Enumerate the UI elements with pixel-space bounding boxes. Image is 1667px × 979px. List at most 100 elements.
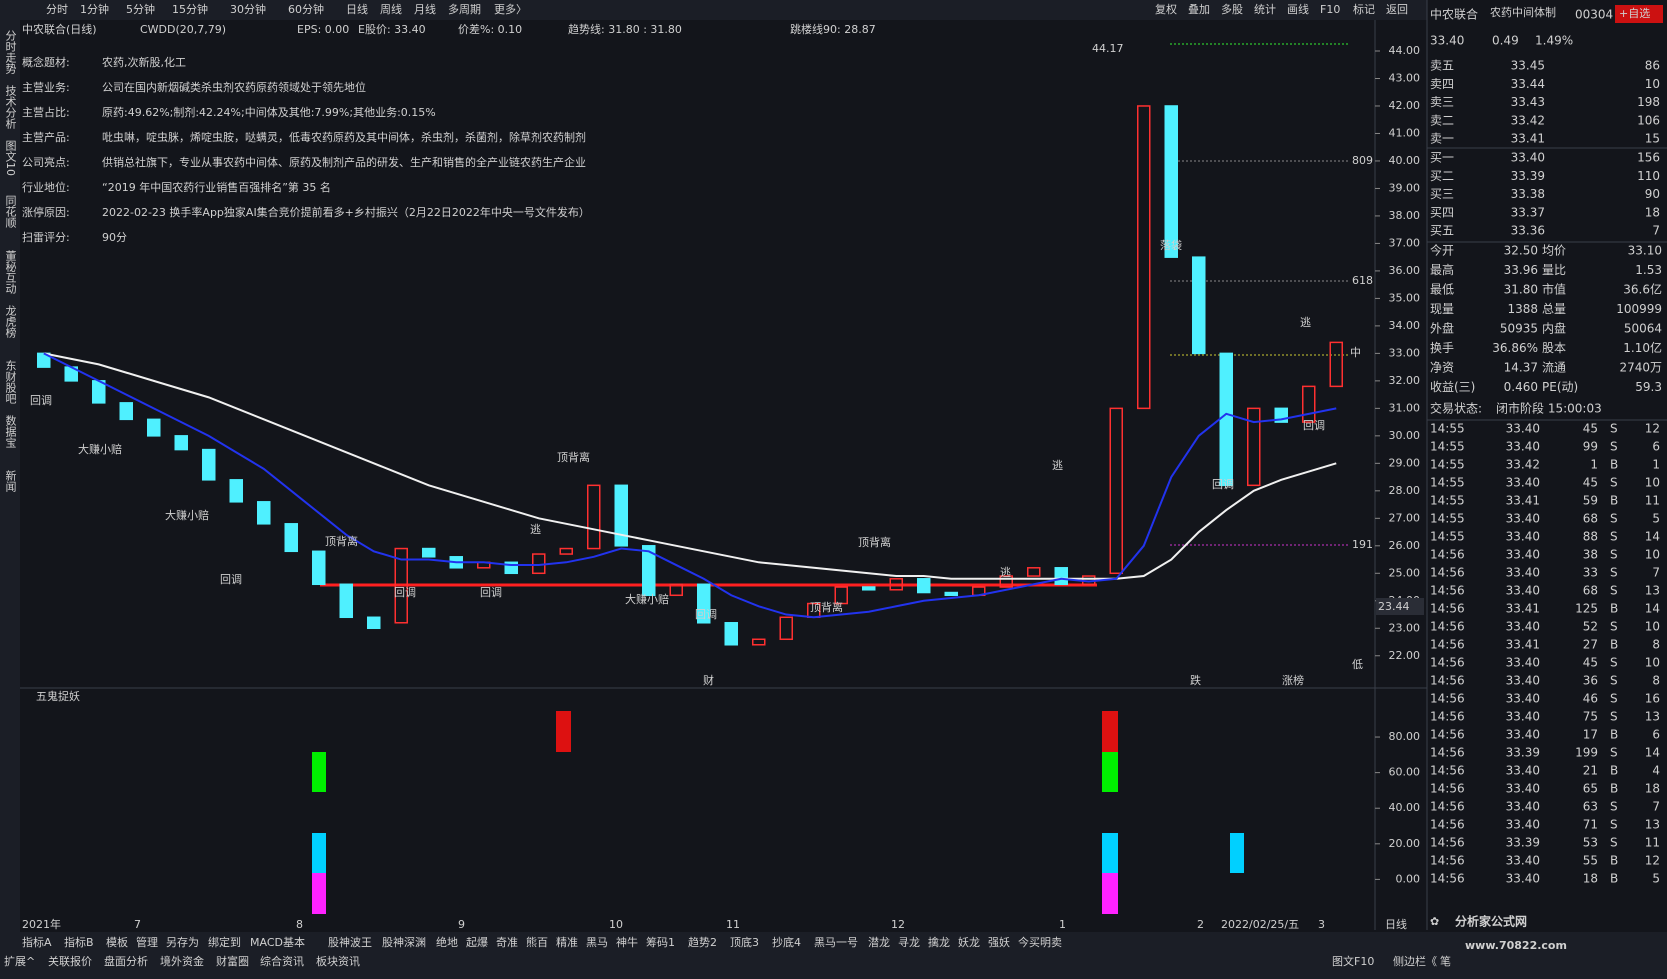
y-tick-label: 36.00 (1389, 264, 1421, 277)
bottom-tab[interactable]: 关联报价 (48, 954, 92, 968)
candle (1247, 407, 1261, 487)
candle (367, 616, 381, 630)
indicator-tab[interactable]: 黑马 (586, 936, 608, 949)
y-tick-label: 44.00 (1389, 44, 1421, 57)
period-button[interactable]: 分时 (46, 3, 68, 16)
period-button[interactable]: 周线 (380, 2, 402, 16)
indicator-tab[interactable]: 股神波王 (328, 935, 372, 949)
indicator-tab[interactable]: 趋势2 (688, 936, 717, 949)
indicator-tab[interactable]: 神牛 (616, 935, 638, 949)
indicator-tab[interactable]: 模板 (106, 935, 128, 949)
stat-value: 1.53 (1635, 263, 1662, 277)
y-tick-label: 28.00 (1389, 484, 1421, 497)
tick-count: 4 (1652, 764, 1660, 778)
indicator-tab[interactable]: 绑定到 (208, 935, 241, 949)
indicator-tab[interactable]: 熊百 (526, 935, 548, 949)
indicator-tab[interactable]: 今买明卖 (1018, 935, 1062, 949)
stat-value: 36.86% (1492, 341, 1538, 355)
y-tick-label: 80.00 (1389, 730, 1421, 743)
indicator-tab[interactable]: MACD基本 (250, 935, 305, 949)
bottom-tab[interactable]: 盘面分析 (104, 954, 148, 968)
indicator-tab[interactable]: 另存为 (166, 935, 199, 949)
tick-volume: 59 (1583, 494, 1598, 508)
signal-label: 回调 (220, 573, 242, 586)
indicator-tab[interactable]: 奇准 (496, 936, 518, 949)
chart-header: EPS: 0.00 (297, 23, 349, 36)
indicator-tab[interactable]: 黑马一号 (814, 936, 858, 949)
signal-label: 大赚小赔 (165, 508, 209, 522)
period-button[interactable]: 15分钟 (172, 2, 208, 16)
sidebar-tab[interactable]: 东财股吧 (4, 360, 17, 404)
tick-time: 14:56 (1430, 692, 1465, 706)
indicator-tab[interactable]: 筹码1 (646, 935, 675, 949)
tick-volume: 125 (1575, 602, 1598, 616)
indicator-tab[interactable]: 妖龙 (958, 935, 980, 949)
period-button[interactable]: 30分钟 (230, 2, 266, 16)
sidebar-tab[interactable]: 数据宝 (4, 415, 17, 448)
y-tick-label: 22.00 (1389, 649, 1421, 662)
period-button[interactable]: 60分钟 (288, 2, 324, 16)
x-tick-label: 12 (891, 918, 905, 931)
bottom-tab[interactable]: 财富圈 (216, 954, 249, 968)
bottom-tab[interactable]: 板块资讯 (316, 954, 360, 968)
indicator-tab[interactable]: 起爆 (466, 935, 488, 949)
cursor-box (1376, 598, 1424, 615)
x-tick-label: 9 (458, 918, 465, 931)
sidebar-tab[interactable]: 同花顺 (4, 195, 17, 229)
indicator-tab[interactable]: 绝地 (436, 935, 458, 949)
y-tick-label: 40.00 (1389, 154, 1421, 167)
period-button[interactable]: 1分钟 (80, 2, 109, 16)
sidebar-tab[interactable]: 龙虎榜 (4, 305, 17, 339)
sidebar-tab[interactable]: 董秘互动 (4, 250, 17, 294)
indicator-tab[interactable]: 潜龙 (868, 935, 890, 949)
bottom-tab[interactable]: 扩展^ (4, 954, 35, 968)
sidebar-tab[interactable]: 技术分析 (4, 85, 17, 130)
bottom-right-tab[interactable]: 笔 (1440, 954, 1451, 968)
bottom-tab[interactable]: 综合资讯 (260, 954, 304, 968)
sidebar-tab[interactable]: 新闻 (4, 469, 17, 493)
tool-button[interactable]: F10 (1320, 3, 1340, 16)
bottom-right-tab[interactable]: 图文F10 (1332, 954, 1374, 968)
x-tick-label: 11 (726, 918, 740, 931)
indicator-tab[interactable]: 股神深渊 (382, 935, 426, 949)
tick-count: 6 (1652, 440, 1660, 454)
tick-side: B (1610, 854, 1618, 868)
indicator-tab[interactable]: 寻龙 (898, 936, 920, 949)
period-button[interactable]: 更多〉 (494, 2, 527, 16)
period-button[interactable]: 多周期 (448, 2, 481, 16)
period-button[interactable]: 5分钟 (126, 2, 155, 16)
tool-button[interactable]: 画线 (1287, 2, 1309, 16)
tool-button[interactable]: 统计 (1254, 3, 1276, 16)
add-button-label[interactable]: +自选 (1619, 7, 1650, 20)
tool-button[interactable]: 复权 (1155, 2, 1177, 16)
sidebar (0, 0, 20, 979)
tick-volume: 65 (1583, 782, 1598, 796)
indicator-tab[interactable]: 指标B (64, 935, 94, 949)
bottom-right-tab[interactable]: 侧边栏《 (1393, 954, 1437, 968)
candle (339, 583, 353, 619)
tool-button[interactable]: 叠加 (1188, 3, 1210, 16)
indicator-tab[interactable]: 擒龙 (928, 935, 950, 949)
period-button[interactable]: 日线 (346, 2, 368, 16)
sidebar-tab[interactable]: 分时走势 (4, 30, 17, 74)
bottom-tab[interactable]: 境外资金 (160, 954, 204, 968)
signal-label: 涨榜 (1282, 673, 1304, 687)
indicator-tab[interactable]: 精准 (556, 936, 578, 949)
signal-label: 落袋 (1160, 238, 1182, 252)
tick-time: 14:56 (1430, 728, 1465, 742)
tick-side: S (1610, 566, 1618, 580)
info-value: “2019 年中国农药行业销售百强排名”第 35 名 (102, 180, 331, 194)
sidebar-tab[interactable]: 图文10 (4, 140, 17, 176)
indicator-tab[interactable]: 抄底4 (772, 935, 801, 949)
tool-button[interactable]: 多股 (1221, 2, 1243, 16)
indicator-tab[interactable]: 指标A (22, 935, 52, 949)
book-volume: 15 (1645, 132, 1660, 146)
indicator-title: 五鬼捉妖 (36, 689, 80, 703)
tool-button[interactable]: 返回 (1386, 3, 1408, 16)
period-button[interactable]: 月线 (414, 2, 436, 16)
tool-button[interactable]: 标记 (1353, 2, 1375, 16)
indicator-tab[interactable]: 强妖 (988, 935, 1010, 949)
tick-volume: 52 (1583, 620, 1598, 634)
indicator-tab[interactable]: 顶底3 (730, 935, 759, 949)
indicator-tab[interactable]: 管理 (136, 935, 158, 949)
